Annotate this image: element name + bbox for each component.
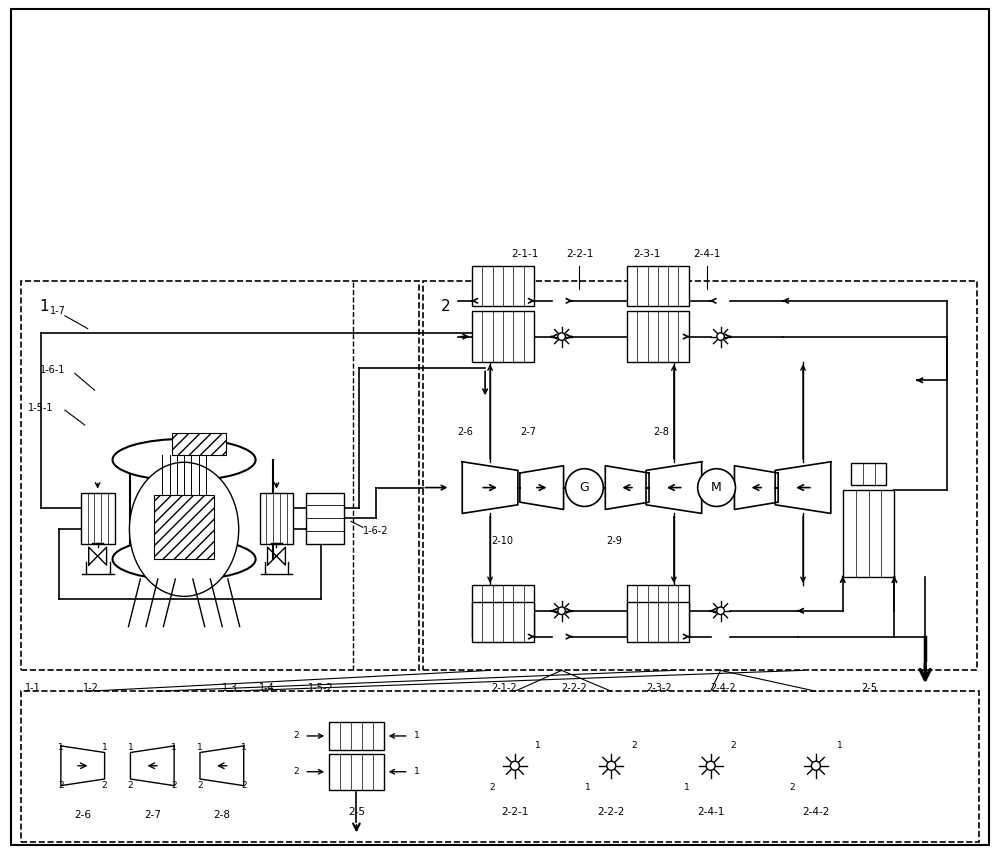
Text: 1: 1 xyxy=(684,783,690,792)
Text: 1: 1 xyxy=(241,744,247,752)
Text: 2-6: 2-6 xyxy=(457,427,473,437)
Circle shape xyxy=(510,762,519,770)
Text: 2-7: 2-7 xyxy=(144,810,161,820)
Text: 1: 1 xyxy=(535,741,541,751)
Text: 1: 1 xyxy=(102,744,107,752)
Text: 1: 1 xyxy=(414,768,419,776)
Text: 2-4-2: 2-4-2 xyxy=(802,808,830,818)
Text: 2: 2 xyxy=(128,781,133,790)
Circle shape xyxy=(566,468,603,507)
Text: 1: 1 xyxy=(128,744,133,752)
Circle shape xyxy=(811,762,820,770)
Text: 1-4: 1-4 xyxy=(259,683,274,694)
Circle shape xyxy=(558,333,565,340)
Text: 1-2: 1-2 xyxy=(83,683,99,694)
Bar xyxy=(472,311,534,362)
Text: 2: 2 xyxy=(197,781,203,790)
Text: 2-8: 2-8 xyxy=(653,427,669,437)
Bar xyxy=(627,585,689,637)
Bar xyxy=(154,495,214,559)
Text: 2: 2 xyxy=(58,781,64,790)
Text: 2-9: 2-9 xyxy=(606,536,622,547)
Text: 2: 2 xyxy=(294,732,299,740)
Text: 2-7: 2-7 xyxy=(520,427,536,437)
Bar xyxy=(81,492,115,544)
Text: 1: 1 xyxy=(171,744,177,752)
Circle shape xyxy=(607,762,616,770)
Bar xyxy=(21,691,979,842)
Circle shape xyxy=(698,468,735,507)
Circle shape xyxy=(717,607,724,615)
Text: 1-5-2: 1-5-2 xyxy=(308,683,334,694)
Bar xyxy=(21,281,419,671)
Text: 1: 1 xyxy=(197,744,203,752)
Bar xyxy=(472,602,534,642)
Text: 2: 2 xyxy=(241,781,246,790)
Bar xyxy=(306,492,344,544)
Text: 2-2-1: 2-2-1 xyxy=(501,808,529,818)
Text: 1: 1 xyxy=(39,299,49,314)
Text: 1-6-2: 1-6-2 xyxy=(363,526,388,536)
Bar xyxy=(260,492,293,544)
Bar xyxy=(329,754,384,790)
Bar xyxy=(472,266,534,306)
Bar xyxy=(172,433,226,455)
Text: 2-1-2: 2-1-2 xyxy=(491,683,517,694)
Text: 2: 2 xyxy=(171,781,177,790)
Text: 1-1: 1-1 xyxy=(25,683,41,694)
Text: 2-4-2: 2-4-2 xyxy=(711,683,736,694)
Bar xyxy=(423,281,977,671)
Text: 2: 2 xyxy=(789,783,795,792)
Ellipse shape xyxy=(113,538,256,580)
Text: 1: 1 xyxy=(414,732,419,740)
Text: 2: 2 xyxy=(731,741,736,751)
Text: 1-5-1: 1-5-1 xyxy=(28,403,54,413)
Text: 1-3: 1-3 xyxy=(222,683,238,694)
Bar xyxy=(472,585,534,637)
Text: 2-6: 2-6 xyxy=(74,810,91,820)
Circle shape xyxy=(706,762,715,770)
Text: 2-5: 2-5 xyxy=(348,808,365,818)
Text: 2-2-2: 2-2-2 xyxy=(562,683,587,694)
Text: 1: 1 xyxy=(837,741,843,751)
Text: M: M xyxy=(711,481,722,494)
Text: 2: 2 xyxy=(631,741,637,751)
Text: 2-4-1: 2-4-1 xyxy=(693,249,720,259)
Bar xyxy=(843,490,894,577)
Text: 2-1-1: 2-1-1 xyxy=(511,249,539,259)
Text: 2: 2 xyxy=(294,768,299,776)
Text: 2-8: 2-8 xyxy=(213,810,230,820)
Text: 2-10: 2-10 xyxy=(491,536,513,547)
Circle shape xyxy=(717,333,724,340)
Text: 2-3-2: 2-3-2 xyxy=(646,683,672,694)
Circle shape xyxy=(558,607,565,615)
Bar xyxy=(329,722,384,750)
Text: 2-4-1: 2-4-1 xyxy=(697,808,724,818)
Text: 1-6-1: 1-6-1 xyxy=(40,366,66,376)
Text: G: G xyxy=(580,481,589,494)
Text: 2: 2 xyxy=(440,299,450,314)
Bar xyxy=(627,311,689,362)
Ellipse shape xyxy=(129,462,239,597)
Text: 1: 1 xyxy=(58,744,64,752)
Text: 1-7: 1-7 xyxy=(50,306,66,315)
Text: 2: 2 xyxy=(102,781,107,790)
Bar xyxy=(627,602,689,642)
Text: 2: 2 xyxy=(489,783,495,792)
Ellipse shape xyxy=(113,439,256,480)
Text: 2-5: 2-5 xyxy=(862,683,878,694)
Text: 2-3-1: 2-3-1 xyxy=(633,249,661,259)
Bar xyxy=(627,266,689,306)
Text: 2-2-2: 2-2-2 xyxy=(598,808,625,818)
Text: 1: 1 xyxy=(585,783,590,792)
Text: 2-2-1: 2-2-1 xyxy=(566,249,593,259)
Bar xyxy=(851,462,886,484)
